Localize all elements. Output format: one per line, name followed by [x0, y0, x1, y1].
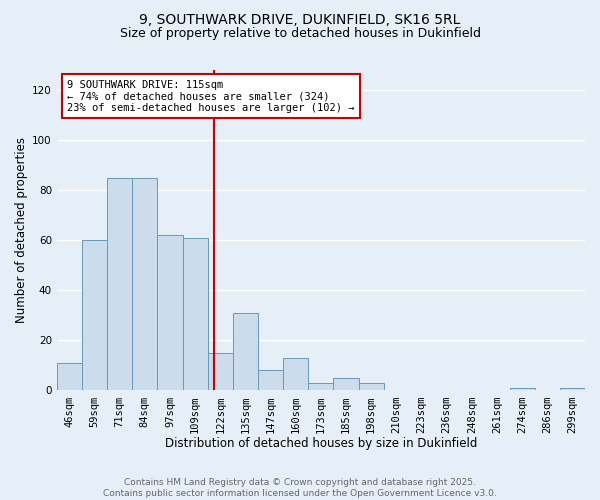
Bar — [82, 240, 107, 390]
Bar — [57, 363, 82, 390]
Text: 9, SOUTHWARK DRIVE, DUKINFIELD, SK16 5RL: 9, SOUTHWARK DRIVE, DUKINFIELD, SK16 5RL — [139, 12, 461, 26]
Text: Contains HM Land Registry data © Crown copyright and database right 2025.
Contai: Contains HM Land Registry data © Crown c… — [103, 478, 497, 498]
Bar — [258, 370, 283, 390]
Text: 9 SOUTHWARK DRIVE: 115sqm
← 74% of detached houses are smaller (324)
23% of semi: 9 SOUTHWARK DRIVE: 115sqm ← 74% of detac… — [67, 80, 355, 113]
Bar — [283, 358, 308, 390]
Bar — [157, 235, 182, 390]
Bar — [359, 383, 384, 390]
Bar — [509, 388, 535, 390]
Y-axis label: Number of detached properties: Number of detached properties — [15, 137, 28, 323]
Bar — [107, 178, 132, 390]
Bar — [334, 378, 359, 390]
Bar — [233, 313, 258, 390]
Bar — [308, 383, 334, 390]
Bar — [132, 178, 157, 390]
X-axis label: Distribution of detached houses by size in Dukinfield: Distribution of detached houses by size … — [165, 437, 477, 450]
Bar — [560, 388, 585, 390]
Text: Size of property relative to detached houses in Dukinfield: Size of property relative to detached ho… — [119, 28, 481, 40]
Bar — [182, 238, 208, 390]
Bar — [208, 353, 233, 391]
